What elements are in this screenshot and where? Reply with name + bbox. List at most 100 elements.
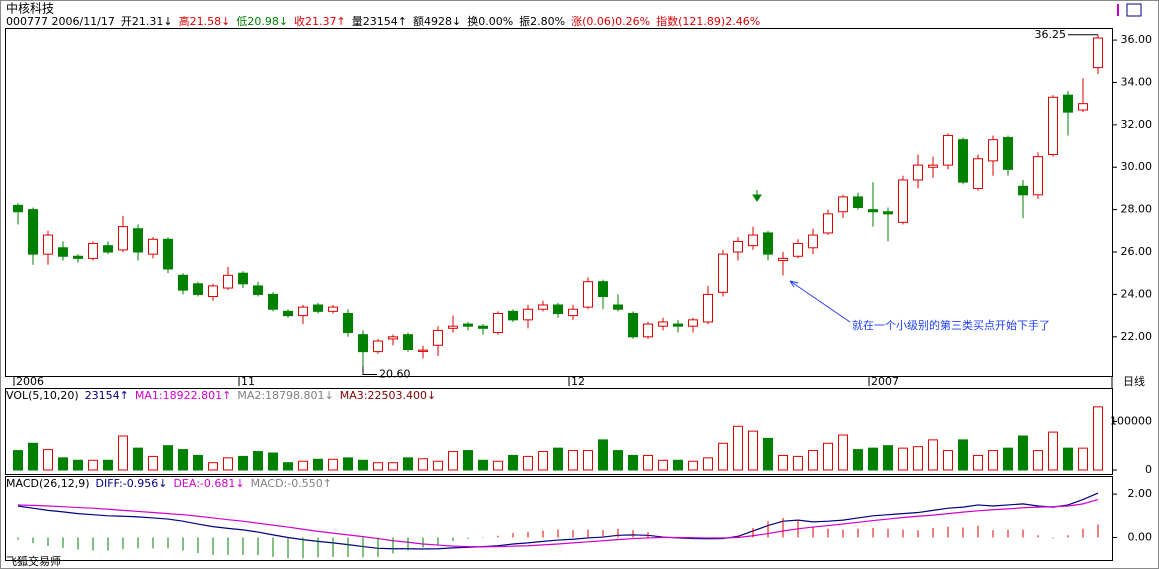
candle-body [13,204,23,213]
volume-bar [298,460,308,471]
y-tick-label: 100000 [1110,414,1152,427]
y-tick-label: 0.00 [1128,530,1153,543]
annotation-label: 36.25 [1035,28,1067,41]
candle-body [1078,103,1088,111]
legend-text: 振2.80% [519,14,565,28]
candle-body [688,319,698,327]
candle-body [703,293,713,323]
candle-body [583,281,593,308]
y-tick-label: 26.00 [1121,245,1153,258]
candle-body [838,196,848,213]
legend-text: 000777 2006/11/17 [6,15,115,28]
candle-body [898,179,908,223]
candle-body [103,245,113,253]
volume-bar [883,445,893,471]
volume-bar [388,462,398,471]
legend-text: 低20.98↓ [236,15,288,28]
candle-body [493,312,503,334]
volume-panel [5,388,1113,475]
y-tick-label: 34.00 [1121,75,1153,88]
volume-bar [58,457,68,471]
volume-bar [733,425,743,471]
volume-bar [748,430,758,471]
volume-bar [838,434,848,471]
candle-body [88,243,98,259]
y-tick-label: 36.00 [1121,33,1153,46]
volume-bar [358,459,368,471]
candle-body [1033,156,1043,196]
timeframe-label: 日线 [1123,374,1145,388]
volume-bar [853,449,863,471]
candle-body [973,158,983,189]
candle-body [193,283,203,295]
volume-bar [763,437,773,471]
candle-body [823,213,833,234]
toolbar-icon[interactable] [1117,3,1142,17]
candle-body [943,134,953,166]
quote-info: 000777 2006/11/17 开21.31↓ 高21.58↓ 低20.98↓ 收2… [6,14,760,28]
macd-line [17,498,1099,548]
volume-bar [118,435,128,471]
volume-bar [613,450,623,471]
candle-body [598,281,608,298]
y-tick-label: 22.00 [1121,330,1153,343]
legend-text: MA3:22503.400↓ [340,389,436,402]
candle-body [343,312,353,334]
candle-body [553,304,563,314]
volume-bar [823,442,833,471]
candle-body [883,211,893,215]
y-tick-label: 24.00 [1121,287,1153,300]
volume-bar [928,439,938,471]
candle-body [118,226,128,251]
candle-body [988,139,998,162]
candle-body [643,323,653,338]
software-name: 飞狐交易师 [6,554,61,568]
candle-body [1018,185,1028,196]
candle-body [778,257,788,261]
volume-bar [913,446,923,471]
candle-body [628,312,638,338]
candle-body [403,334,413,351]
volume-bar [568,450,578,471]
candle-body [718,253,728,293]
volume-bar [478,459,488,471]
volume-bar [868,447,878,471]
volume-bar [778,454,788,471]
volume-bar [133,447,143,471]
legend-text: MA2:18798.801↓ [237,389,333,402]
volume-bar [718,442,728,471]
volume-bar [448,451,458,471]
volume-bar [538,451,548,471]
candle-body [433,329,443,346]
volume-bar [628,454,638,471]
candle-body [958,139,968,183]
volume-bar [988,450,998,471]
annotation-text: 就在一个小级别的第三类买点开始下手了 [852,318,1050,332]
candle-body [568,308,578,317]
candle-body [463,323,473,327]
candle-body [298,306,308,317]
volume-bar [433,460,443,471]
x-tick-label: 2006 [16,375,44,388]
legend-text: 指数(121.89)2.46% [656,14,760,28]
volume-bar [13,450,23,471]
candle-body [1048,96,1058,156]
volume-bar [493,460,503,471]
candle-body [868,209,878,213]
candle-body [418,349,428,352]
legend-text: DIFF:-0.956↓ [96,477,168,490]
candle-body [328,306,338,312]
volume-bar [253,451,263,471]
signal-arrow [752,190,762,202]
candle-body [268,293,278,310]
candle-body [808,234,818,249]
volume-bar [1078,447,1088,471]
volume-bar [523,455,533,471]
candle-body [148,238,158,255]
volume-bar [598,439,608,471]
icon[interactable] [1126,3,1142,17]
macd-panel [5,476,1113,561]
candle-body [133,228,143,253]
legend-text: 开21.31↓ [121,15,173,28]
volume-bar [958,439,968,471]
